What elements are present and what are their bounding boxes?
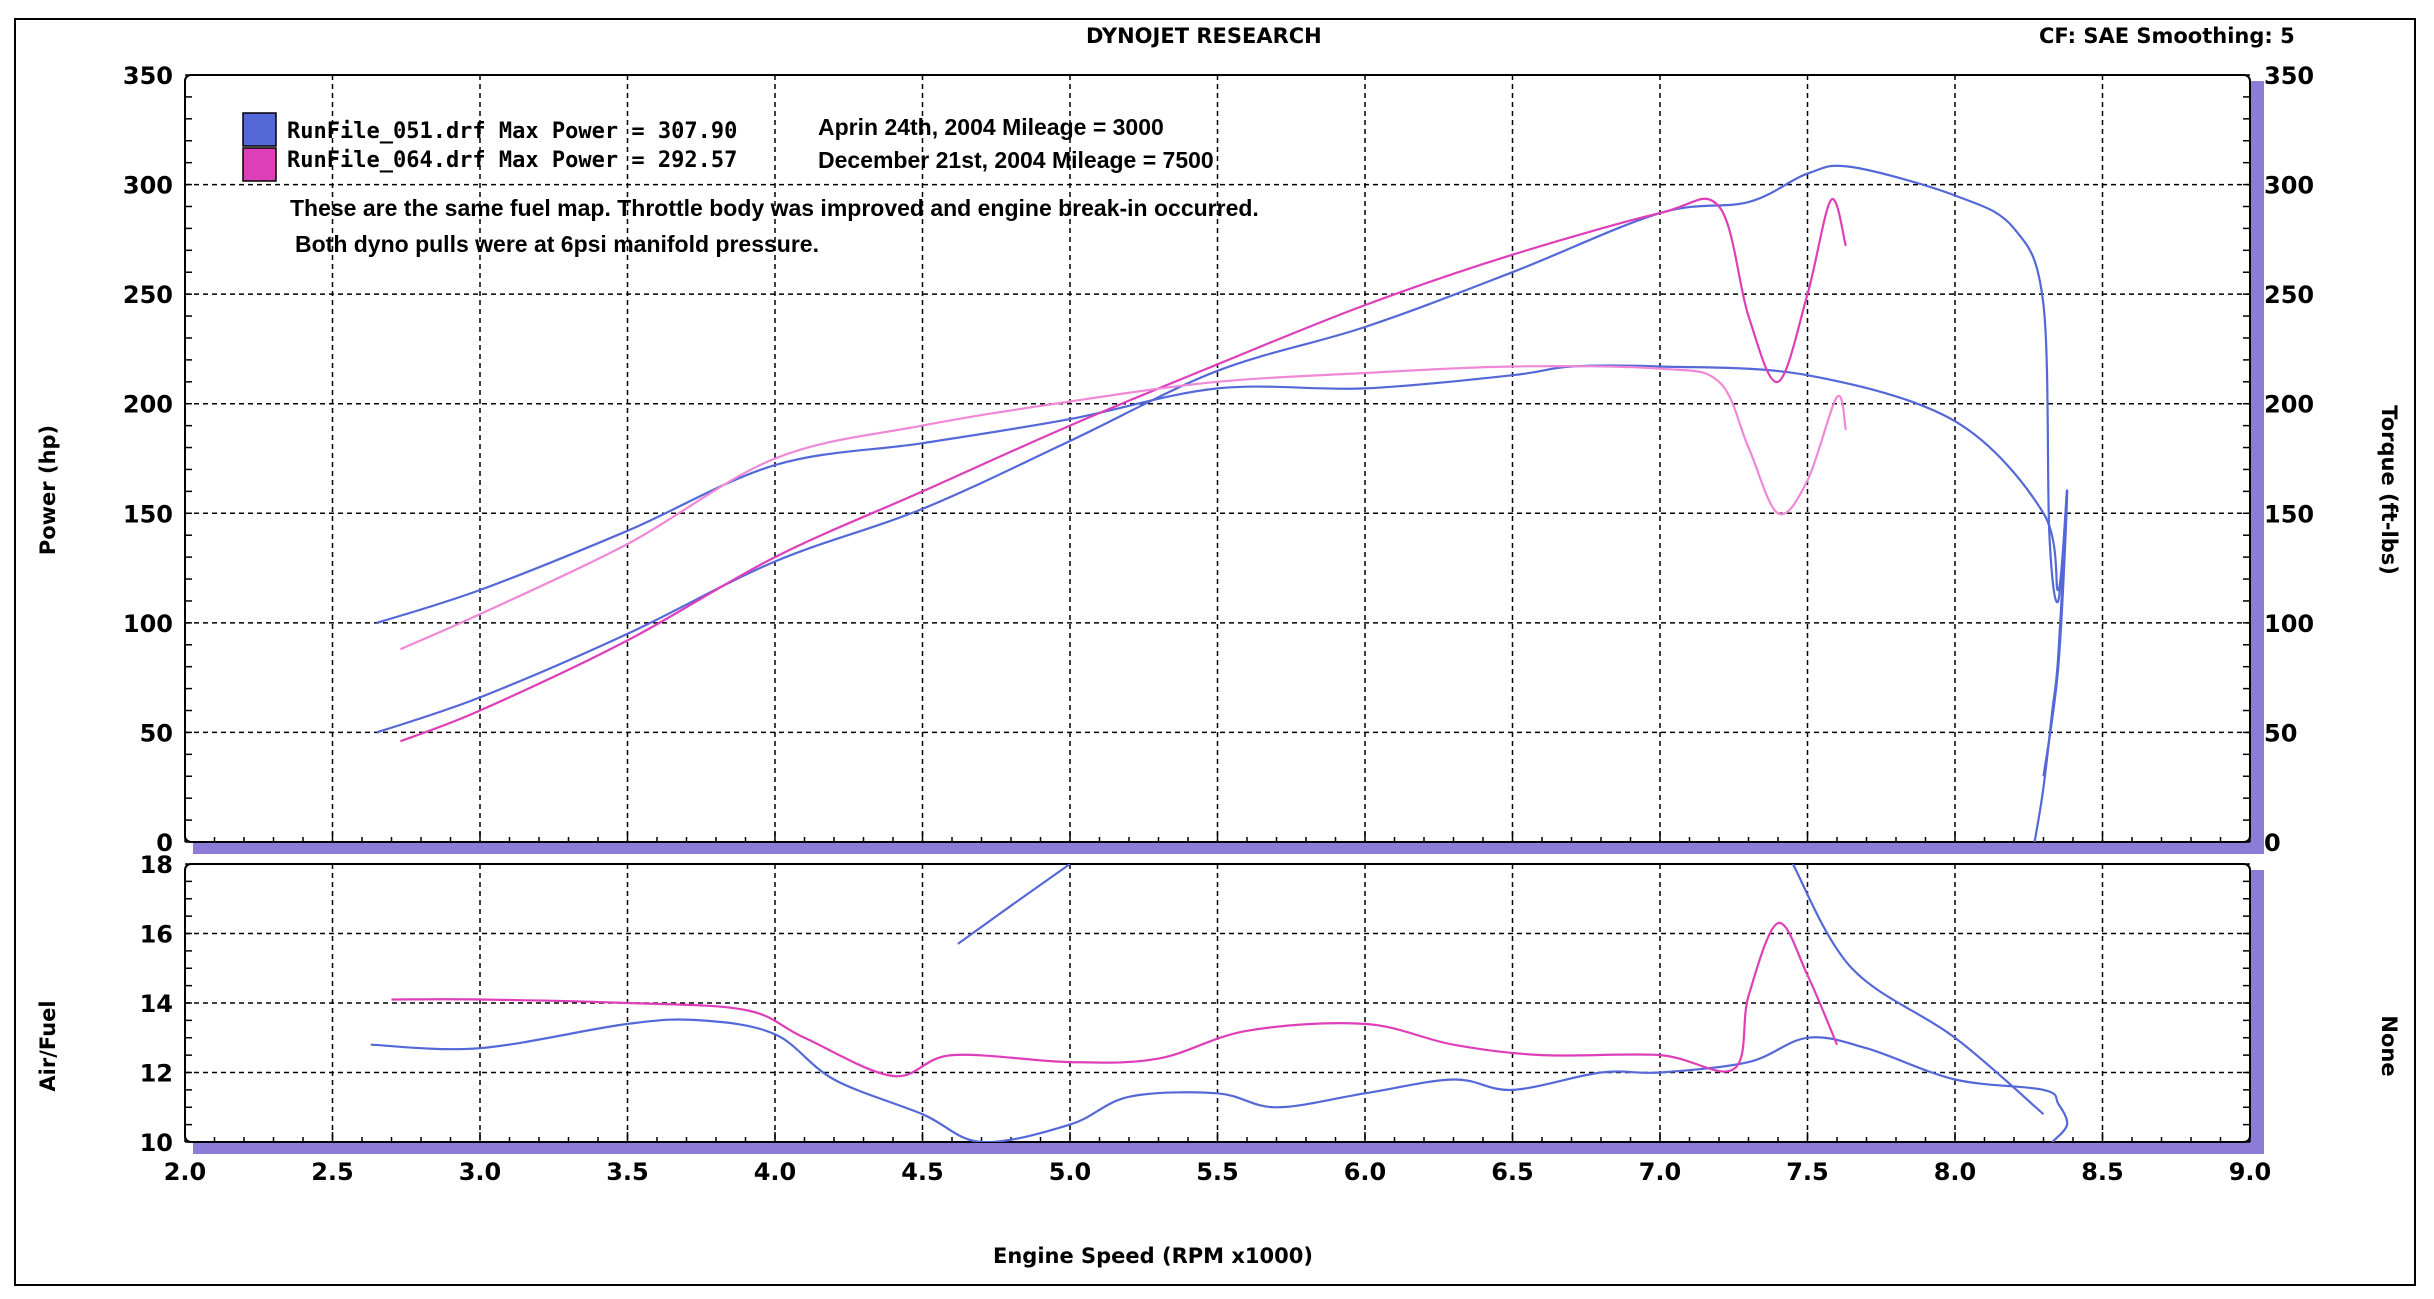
x-tick-label: 2.0 <box>164 1158 207 1186</box>
y-tick-label-left: 16 <box>140 921 173 949</box>
y-tick-label-left: 50 <box>140 719 173 747</box>
y-tick-label-left: 300 <box>123 172 173 200</box>
y-tick-label-left: 100 <box>123 610 173 638</box>
y-axis-label-torque: Torque (ft-lbs) <box>2377 405 2401 575</box>
series-line-runfile-064-drf-torque-3 <box>399 365 1847 651</box>
y-tick-label-left: 250 <box>123 281 173 309</box>
legend-label-run-051: RunFile_051.drf Max Power = 307.90 <box>287 119 737 144</box>
legend-swatch-run-051 <box>242 112 277 147</box>
series-group <box>370 864 2069 1142</box>
correction-smoothing-info: CF: SAE Smoothing: 5 <box>2039 24 2295 48</box>
x-tick-label: 6.0 <box>1344 1158 1387 1186</box>
y-tick-label-left: 350 <box>123 62 173 90</box>
x-tick-label: 8.0 <box>1934 1158 1977 1186</box>
series-group <box>376 164 2069 842</box>
y2-tick-label-right: 250 <box>2264 281 2314 309</box>
y-tick-label-left: 0 <box>156 829 173 857</box>
annotation-line-1: These are the same fuel map. Throttle bo… <box>290 195 1259 221</box>
x-tick-label: 9.0 <box>2229 1158 2272 1186</box>
x-tick-label: 4.0 <box>754 1158 797 1186</box>
x-tick-label: 2.5 <box>311 1158 354 1186</box>
x-tick-label: 7.0 <box>1639 1158 1682 1186</box>
y-tick-label-left: 18 <box>140 851 173 879</box>
legend: RunFile_051.drf Max Power = 307.90 Aprin… <box>242 112 1214 182</box>
series-line-runfile-051-drf-0 <box>370 1018 2069 1142</box>
y-tick-label-left: 14 <box>140 990 173 1018</box>
y2-tick-label-right: 350 <box>2264 62 2314 90</box>
legend-label-run-064: RunFile_064.drf Max Power = 292.57 <box>287 148 737 173</box>
chart-header-title: DYNOJET RESEARCH <box>1086 24 1322 48</box>
y-tick-label-left: 150 <box>123 500 173 528</box>
x-axis-label: Engine Speed (RPM x1000) <box>993 1244 1313 1268</box>
series-line-runfile-064-drf-power-2 <box>400 197 1847 743</box>
y-axis-label-power: Power (hp) <box>36 425 60 555</box>
air-fuel-plot: 10 12 14 16 18 2.0 2.5 3.0 3.5 4.0 4.5 5.0 5.5 6.0 6.5… <box>140 851 2272 1186</box>
x-tick-label: 3.0 <box>459 1158 502 1186</box>
x-tick-label: 3.5 <box>606 1158 649 1186</box>
y-tick-label-left: 200 <box>123 391 173 419</box>
chart-frame <box>14 18 2416 1286</box>
y2-tick-label-right: 150 <box>2264 500 2314 528</box>
annotation-line-2: Both dyno pulls were at 6psi manifold pr… <box>295 231 819 257</box>
series-line-runfile-064-drf-3 <box>391 921 1839 1078</box>
y-tick-label-left: 12 <box>140 1060 173 1088</box>
y2-tick-label-right: 200 <box>2264 391 2314 419</box>
x-tick-label: 4.5 <box>901 1158 944 1186</box>
y-axis-label-none: None <box>2377 1015 2401 1076</box>
x-tick-label: 5.5 <box>1196 1158 1239 1186</box>
power-torque-plot: 0 0 50 50 100 100 150 150 200 200 250 250 300 300 350 3… <box>123 62 2314 857</box>
x-tick-label: 6.5 <box>1491 1158 1534 1186</box>
y2-tick-label-right: 50 <box>2264 719 2297 747</box>
y2-tick-label-right: 0 <box>2264 829 2281 857</box>
x-tick-label: 5.0 <box>1049 1158 1092 1186</box>
legend-note-run-051: Aprin 24th, 2004 Mileage = 3000 <box>818 114 1164 140</box>
x-tick-label: 7.5 <box>1786 1158 1829 1186</box>
series-line-runfile-051-drf-2 <box>1791 864 2045 1116</box>
legend-note-run-064: December 21st, 2004 Mileage = 7500 <box>818 147 1214 173</box>
y-tick-label-left: 10 <box>140 1129 173 1157</box>
y2-tick-label-right: 300 <box>2264 172 2314 200</box>
x-tick-label: 8.5 <box>2081 1158 2124 1186</box>
legend-swatch-run-064 <box>242 147 277 182</box>
y-axis-label-air-fuel: Air/Fuel <box>36 1000 60 1091</box>
series-line-runfile-051-drf-1 <box>957 864 1071 945</box>
series-line-runfile-051-drf-torque-1 <box>376 364 2069 777</box>
y2-tick-label-right: 100 <box>2264 610 2314 638</box>
